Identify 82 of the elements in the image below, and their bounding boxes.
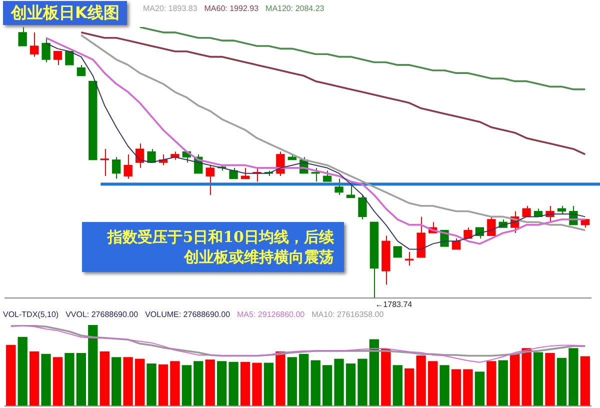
bar <box>440 365 450 406</box>
candlestick <box>76 64 86 76</box>
bar <box>240 362 250 406</box>
bar <box>52 357 63 406</box>
bar <box>134 358 145 406</box>
bar <box>556 358 567 406</box>
bar <box>381 348 391 406</box>
bar <box>545 353 555 406</box>
bar <box>146 364 156 406</box>
text: VOL-TDX(5,10) <box>3 310 59 320</box>
bar <box>228 362 238 406</box>
bar <box>216 361 227 406</box>
bar <box>510 354 520 406</box>
bar <box>580 356 590 406</box>
bar <box>451 369 462 406</box>
candlestick <box>322 170 332 182</box>
bar <box>404 368 414 406</box>
bar <box>64 353 74 406</box>
bar <box>88 325 98 406</box>
bar <box>18 336 28 406</box>
candlestick <box>206 164 214 196</box>
candlestick <box>147 148 156 163</box>
candlestick <box>346 184 356 198</box>
bar <box>428 361 438 406</box>
candlestick <box>42 37 50 63</box>
bar <box>205 360 215 406</box>
bar <box>416 355 426 406</box>
bar <box>498 360 508 406</box>
text: ←1783.74 <box>375 300 413 310</box>
bar <box>6 344 16 406</box>
candlestick <box>229 167 238 180</box>
candlestick <box>18 26 27 46</box>
text: MA120: 2084.23 <box>266 4 325 14</box>
candlestick <box>393 246 402 258</box>
bar <box>287 357 297 406</box>
candlestick <box>405 251 414 266</box>
text: MA5: 29126860.00 <box>237 310 306 320</box>
bar <box>322 365 332 406</box>
text: VVOL: 27688690.00 <box>66 310 139 320</box>
candlestick <box>30 32 39 58</box>
bar <box>310 360 320 406</box>
candlestick <box>334 178 344 196</box>
chart-title: 创业板日K线图 <box>3 1 128 25</box>
annotation: 指数受压于5日和10日均线，后续创业板或维持横向震荡 <box>82 222 344 272</box>
bar <box>486 361 496 406</box>
bar <box>474 372 484 406</box>
bar <box>170 361 180 406</box>
text: MA20: 1893.83 <box>143 4 198 14</box>
bar <box>568 348 578 406</box>
candlestick <box>487 216 496 236</box>
bar <box>123 357 133 406</box>
bar <box>41 354 51 406</box>
text: MA10: 27616358.00 <box>312 310 384 320</box>
candlestick <box>53 50 62 66</box>
bar <box>533 352 544 406</box>
candlestick <box>452 238 461 250</box>
bar <box>392 365 402 406</box>
bar <box>264 362 274 406</box>
candlestick <box>358 194 367 220</box>
bar <box>463 369 473 406</box>
bar <box>299 354 309 406</box>
bar <box>369 339 380 406</box>
bar <box>100 351 110 406</box>
bar <box>76 353 86 406</box>
bar <box>346 364 356 406</box>
bar <box>252 362 262 406</box>
text: MA60: 1992.93 <box>204 4 260 14</box>
candlestick <box>240 167 250 180</box>
text: VOLUME: 27688690.00 <box>145 310 231 320</box>
bar <box>276 351 286 406</box>
bar <box>182 365 192 406</box>
candlestick <box>112 156 121 180</box>
bar <box>358 358 368 406</box>
bar <box>194 361 204 406</box>
bar <box>158 364 168 406</box>
bar <box>112 357 122 406</box>
candlestick <box>65 51 74 66</box>
candlestick <box>124 154 132 180</box>
candlestick <box>135 143 144 168</box>
bar <box>522 348 532 406</box>
bar <box>334 358 344 406</box>
bar <box>29 351 40 406</box>
